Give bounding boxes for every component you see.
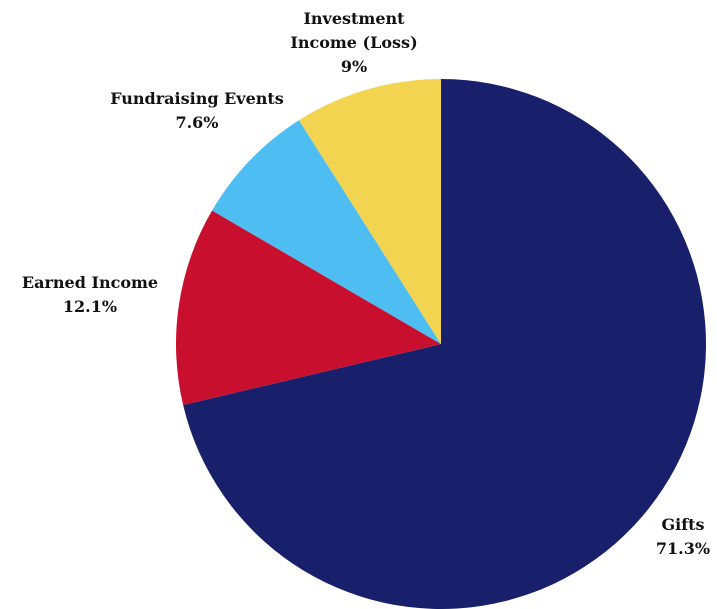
slice-name-label: Earned Income <box>22 273 158 292</box>
slice-value-label: 71.3% <box>656 539 710 558</box>
slice-labels: Gifts 71.3% Earned Income 12.1% Fundraising … <box>22 9 710 558</box>
slice-name-label: Income (Loss) <box>290 33 417 52</box>
slice-value-label: 9% <box>341 57 367 76</box>
pie-slice-earned-income <box>176 210 441 406</box>
slice-value-label: 7.6% <box>175 113 218 132</box>
slice-name-label: Gifts <box>661 515 704 534</box>
slice-name-label: Fundraising Events <box>110 89 284 108</box>
slice-label: Gifts 71.3% <box>656 515 710 558</box>
pie-slice-gifts <box>183 79 707 609</box>
slice-value-label: 12.1% <box>63 297 117 316</box>
pie-slices <box>176 79 707 609</box>
slice-name-label: Investment <box>303 9 405 28</box>
slice-label: Fundraising Events 7.6% <box>110 89 284 132</box>
pie-slice-fundraising-events <box>212 120 441 344</box>
slice-label: Investment Income (Loss) 9% <box>290 9 417 76</box>
slice-label: Earned Income 12.1% <box>22 273 158 316</box>
pie-slice-investment-income-loss <box>299 79 441 344</box>
